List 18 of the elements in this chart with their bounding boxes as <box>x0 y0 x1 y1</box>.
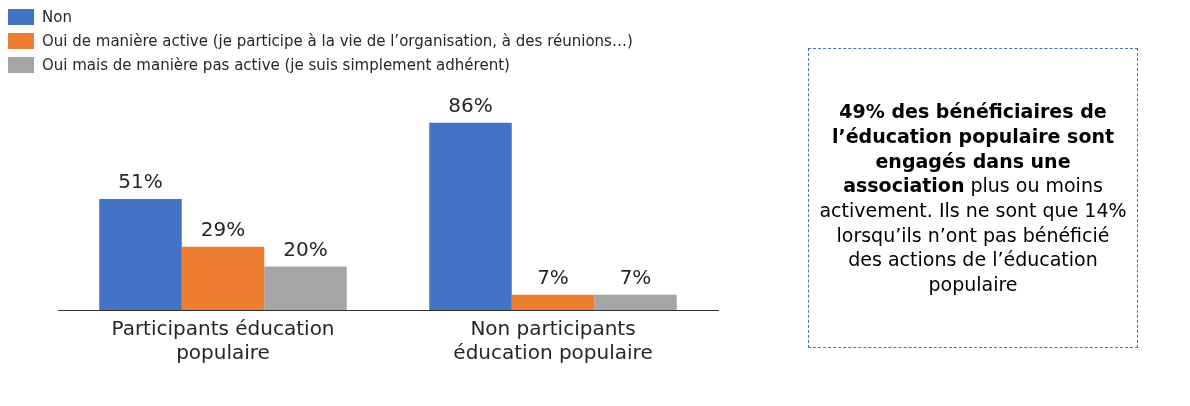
data-label: 51% <box>118 169 163 194</box>
data-label: 7% <box>537 264 569 289</box>
bar <box>594 294 677 310</box>
bar <box>181 246 265 310</box>
bar <box>264 266 347 310</box>
data-label: 86% <box>448 92 493 117</box>
bar <box>511 294 595 310</box>
legend-label: Oui mais de manière pas active (je suis simplement adhérent) <box>42 56 510 74</box>
legend-label: Non <box>42 8 72 26</box>
data-label: 20% <box>283 236 328 261</box>
data-label: 29% <box>200 217 246 242</box>
speech-bubble: 49% des bénéficiaires de l’éducation populaire sont engagés dans une association plus ou moins activement. Ils ne sont que 14% lorsqu’ils n’ont pas bénéficié des actions de l’éducation populaire <box>808 48 1138 348</box>
bar <box>429 122 512 310</box>
data-label: 7% <box>619 264 652 289</box>
x-tick-label: Participants éducation populaire <box>111 316 335 365</box>
x-tick-label: Non participants éducation populaire <box>453 316 653 365</box>
legend-label: Oui de manière active (je participe à la vie de l’organisation, à des réunions…) <box>42 32 633 50</box>
bar <box>99 198 182 310</box>
